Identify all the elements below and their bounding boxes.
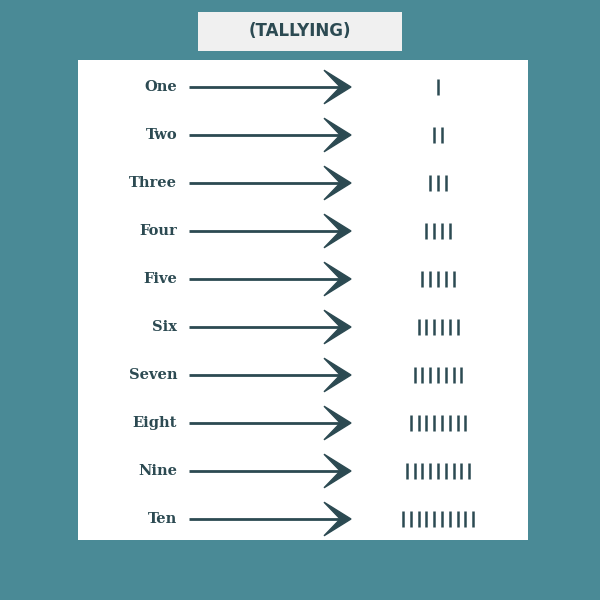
FancyBboxPatch shape: [198, 12, 402, 51]
Polygon shape: [324, 358, 351, 392]
Text: One: One: [144, 80, 177, 94]
Text: (TALLYING): (TALLYING): [249, 22, 351, 40]
Text: Eight: Eight: [133, 416, 177, 430]
Text: Four: Four: [139, 224, 177, 238]
Polygon shape: [324, 214, 351, 248]
Polygon shape: [324, 262, 351, 296]
Polygon shape: [324, 502, 351, 536]
Text: Six: Six: [152, 320, 177, 334]
Polygon shape: [324, 118, 351, 152]
FancyBboxPatch shape: [78, 60, 528, 540]
Polygon shape: [324, 454, 351, 488]
Polygon shape: [324, 406, 351, 440]
Text: Seven: Seven: [128, 368, 177, 382]
Polygon shape: [324, 166, 351, 200]
Text: Five: Five: [143, 272, 177, 286]
Polygon shape: [324, 310, 351, 344]
Text: Two: Two: [145, 128, 177, 142]
Polygon shape: [324, 70, 351, 104]
Text: Ten: Ten: [148, 512, 177, 526]
Text: Nine: Nine: [138, 464, 177, 478]
Text: Three: Three: [129, 176, 177, 190]
